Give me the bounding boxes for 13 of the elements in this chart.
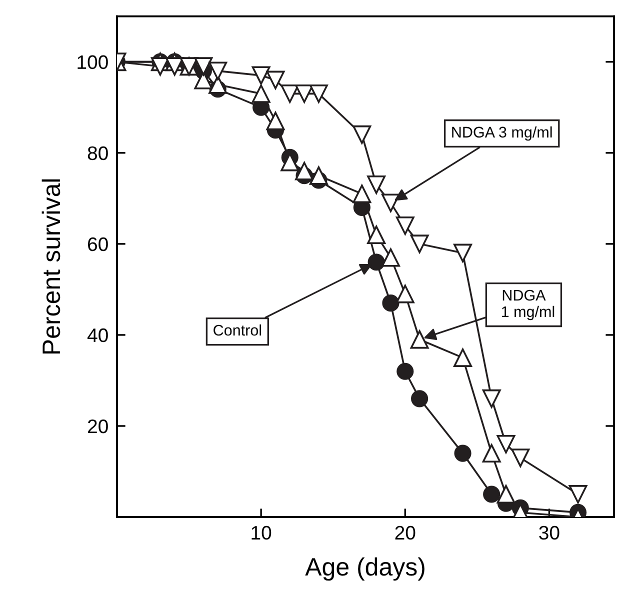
y-tick-label: 100 (78, 55, 108, 70)
x-tick-label: 20 (395, 526, 416, 540)
x-axis-title: Age (days) (305, 557, 424, 581)
y-tick-label: 80 (88, 146, 108, 160)
x-tick-label: 10 (252, 526, 272, 540)
annotation: Control (214, 324, 262, 336)
annotation: NDGA 3 mg/ml (452, 126, 552, 141)
y-tick-label: 20 (88, 419, 108, 434)
x-tick-label: 30 (539, 526, 560, 540)
y-axis-title: Percent survival (42, 179, 60, 354)
y-tick-label: 60 (88, 237, 108, 252)
annotation: NDGA 1 mg/ml (502, 290, 554, 320)
y-tick-label: 40 (87, 328, 108, 342)
